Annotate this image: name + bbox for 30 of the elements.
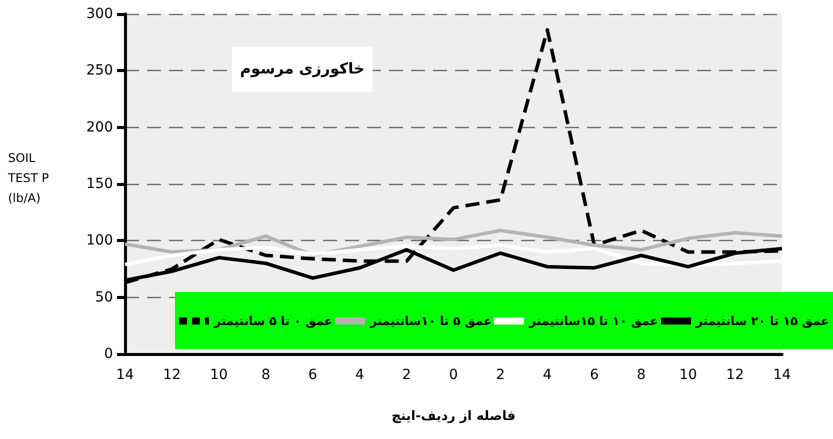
y-tick-label: 150 <box>86 176 113 192</box>
x-tick-label: 12 <box>163 367 181 383</box>
x-tick-label: 4 <box>542 367 552 383</box>
y-axis-title: SOIL TEST P (lb/A) <box>7 151 53 205</box>
legend-label: عمق ۱۰ تا ۱۵سانتیمتر <box>529 314 658 328</box>
x-tick-label: 4 <box>355 367 364 383</box>
x-tick-label: 8 <box>261 367 270 383</box>
x-tick-label: 2 <box>402 367 412 383</box>
y-tick-label: 250 <box>86 62 113 79</box>
legend-label: عمق ۰ تا ۵ سانتیمتر <box>214 314 332 328</box>
text: خاکورزی مرسوم <box>240 60 365 78</box>
x-tick-label: 14 <box>116 367 134 383</box>
legend-label: عمق ۱۵ تا ۲۰ سانتیمتر <box>696 314 829 328</box>
x-tick-label: 10 <box>210 367 228 383</box>
y-tick-label: 300 <box>86 6 113 22</box>
x-tick-label: 12 <box>726 367 744 383</box>
x-tick-label: 14 <box>773 367 791 383</box>
y-tick-label: 0 <box>104 346 113 362</box>
y-tick-label: 50 <box>95 289 113 306</box>
x-tick-label: 6 <box>590 367 599 383</box>
x-tick-label: 6 <box>308 367 318 383</box>
y-tick-label: 100 <box>86 232 113 249</box>
legend-label: عمق ۵ تا ۱۰سانتیمتر <box>370 314 492 328</box>
x-tick-label: 0 <box>449 367 458 383</box>
x-tick-label: 2 <box>496 367 505 383</box>
x-axis-title: فاصله از ردیف-اینچ <box>391 409 516 424</box>
y-tick-label: 200 <box>86 119 113 136</box>
x-tick-label: 10 <box>679 367 698 383</box>
x-tick-label: 8 <box>636 367 646 383</box>
line-series <box>123 243 784 268</box>
